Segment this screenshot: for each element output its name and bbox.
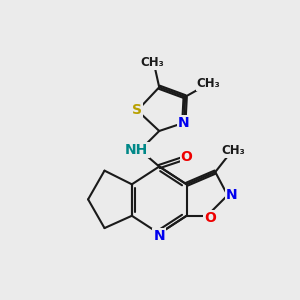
Text: N: N [226,188,238,202]
Text: N: N [153,229,165,243]
Text: O: O [181,150,193,164]
Text: O: O [204,211,216,225]
Text: CH₃: CH₃ [196,77,220,90]
Text: N: N [178,116,190,130]
Text: NH: NH [125,143,148,157]
Text: S: S [132,103,142,118]
Text: CH₃: CH₃ [222,144,245,157]
Text: CH₃: CH₃ [140,56,164,69]
